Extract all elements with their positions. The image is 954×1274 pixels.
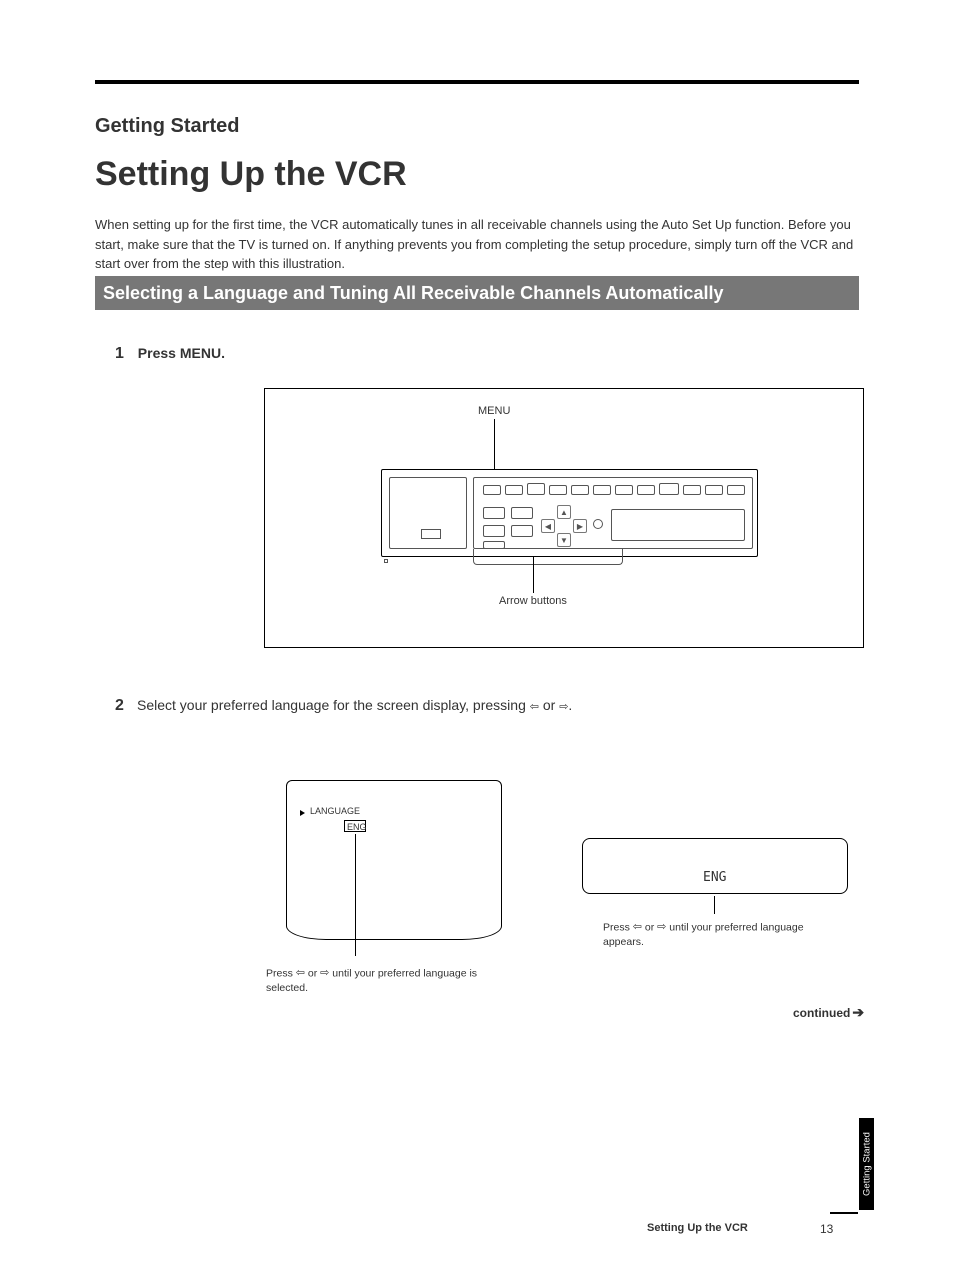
chapter-label: Getting Started	[95, 115, 239, 138]
vcr-display-value: ENG	[703, 870, 726, 885]
panel-btn-r3a	[483, 525, 505, 537]
intro-paragraph: When setting up for the first time, the …	[95, 215, 859, 274]
step-1-tail: .	[221, 345, 225, 361]
side-tab: Getting Started	[859, 1118, 874, 1210]
section-header: Selecting a Language and Tuning All Rece…	[103, 283, 723, 304]
callout-arrow-label: Arrow buttons	[499, 595, 567, 607]
vcr-indicator-dot	[384, 559, 388, 563]
tv-cursor-icon	[300, 810, 305, 816]
panel-btn-2	[505, 485, 523, 495]
top-rule	[95, 80, 859, 84]
tv-option-text: ENG	[347, 822, 367, 832]
step-2-tail: .	[568, 697, 572, 713]
continued-label: continued➔	[793, 1004, 864, 1021]
caption2-right-arrow-icon: ⇨	[657, 920, 666, 935]
step-1-menu-word: MENU	[180, 345, 221, 361]
continued-text: continued	[793, 1006, 850, 1020]
panel-btn-r2b	[511, 507, 533, 519]
step-2-number: 2	[115, 697, 124, 715]
callout-arrow-line	[533, 557, 534, 593]
footer-section-label: Setting Up the VCR	[647, 1222, 748, 1234]
callout-menu-line	[494, 419, 495, 475]
tv-menu-label: LANGUAGE	[310, 806, 360, 816]
footer-rule	[830, 1212, 858, 1214]
panel-lower-edge	[473, 549, 623, 565]
caption-right-arrow-icon: ⇨	[320, 966, 329, 981]
step-2-text-a: Select your preferred language for the s…	[137, 697, 530, 713]
tv-caption: Press ⇦ or ⇨ until your preferred langua…	[266, 966, 496, 996]
vcr-diagram: MENU ▲ ◀ ▶ ▼ Arrow buttons	[264, 388, 864, 648]
page-number: 13	[820, 1222, 833, 1236]
panel-btn-5	[571, 485, 589, 495]
callout-menu-label: MENU	[478, 405, 510, 417]
panel-btn-6	[593, 485, 611, 495]
panel-btn-r4	[483, 541, 505, 549]
step-2-or: or	[539, 697, 559, 713]
tv-pointer-line	[355, 834, 356, 956]
step-1-number: 1	[115, 345, 124, 362]
vcr-left-slot	[421, 529, 441, 539]
continued-arrow-icon: ➔	[852, 1004, 864, 1020]
panel-btn-7	[615, 485, 633, 495]
panel-btn-4	[549, 485, 567, 495]
vcr-display-line	[714, 896, 715, 914]
nav-left-icon: ◀	[541, 519, 555, 533]
vcr-display	[582, 838, 848, 894]
vcr-display-caption: Press ⇦ or ⇨ until your preferred langua…	[603, 920, 843, 950]
panel-btn-3	[527, 483, 545, 495]
step-1-text-a: Press	[138, 345, 180, 361]
step-2: 2 Select your preferred language for the…	[115, 697, 859, 715]
caption2-left-arrow-icon: ⇦	[633, 920, 642, 935]
panel-btn-1	[483, 485, 501, 495]
tv-screen	[286, 780, 502, 940]
section-band: Selecting a Language and Tuning All Rece…	[95, 276, 859, 310]
panel-menu-btn	[483, 507, 505, 519]
panel-btn-10	[683, 485, 701, 495]
nav-right-icon: ▶	[573, 519, 587, 533]
panel-btn-8	[637, 485, 655, 495]
nav-down-icon: ▼	[557, 533, 571, 547]
left-arrow-icon: ⇦	[530, 700, 539, 713]
panel-btn-11	[705, 485, 723, 495]
panel-btn-r3b	[511, 525, 533, 537]
panel-btn-9	[659, 483, 679, 495]
panel-round-btn	[593, 519, 603, 529]
panel-btn-12	[727, 485, 745, 495]
caption-left-arrow-icon: ⇦	[296, 966, 305, 981]
vcr-cassette-slot	[611, 509, 745, 541]
nav-up-icon: ▲	[557, 505, 571, 519]
step-1: 1 Press MENU.	[115, 345, 859, 363]
side-tab-label: Getting Started	[861, 1132, 872, 1196]
chapter-title: Setting Up the VCR	[95, 155, 407, 194]
